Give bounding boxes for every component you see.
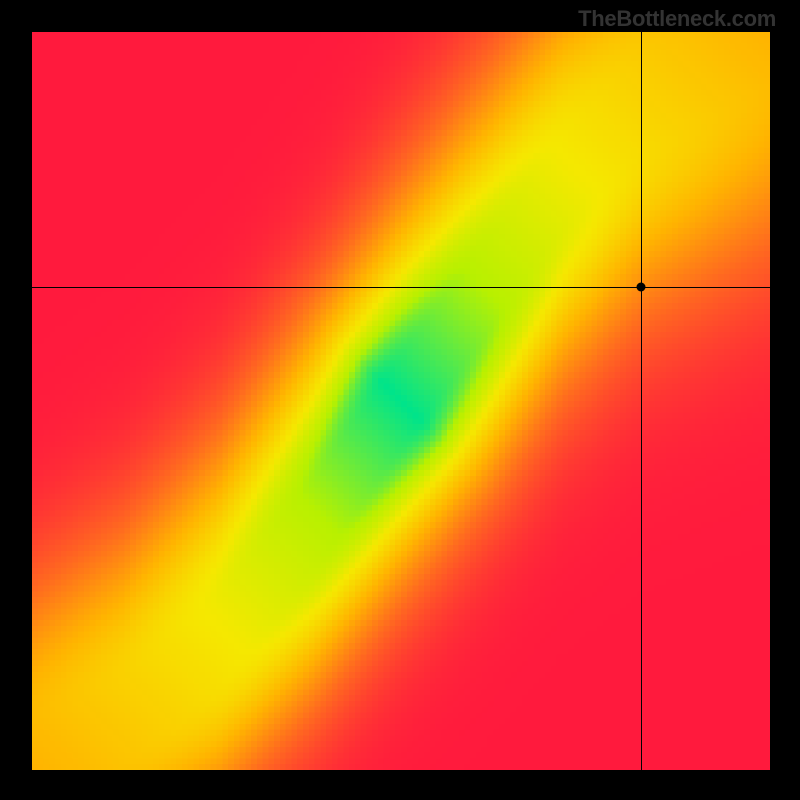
crosshair-vertical bbox=[641, 32, 642, 770]
plot-area bbox=[32, 32, 770, 770]
crosshair-horizontal bbox=[32, 287, 770, 288]
chart-container: TheBottleneck.com bbox=[0, 0, 800, 800]
watermark-text: TheBottleneck.com bbox=[578, 6, 776, 32]
crosshair-dot bbox=[636, 282, 645, 291]
heatmap-canvas bbox=[32, 32, 770, 770]
